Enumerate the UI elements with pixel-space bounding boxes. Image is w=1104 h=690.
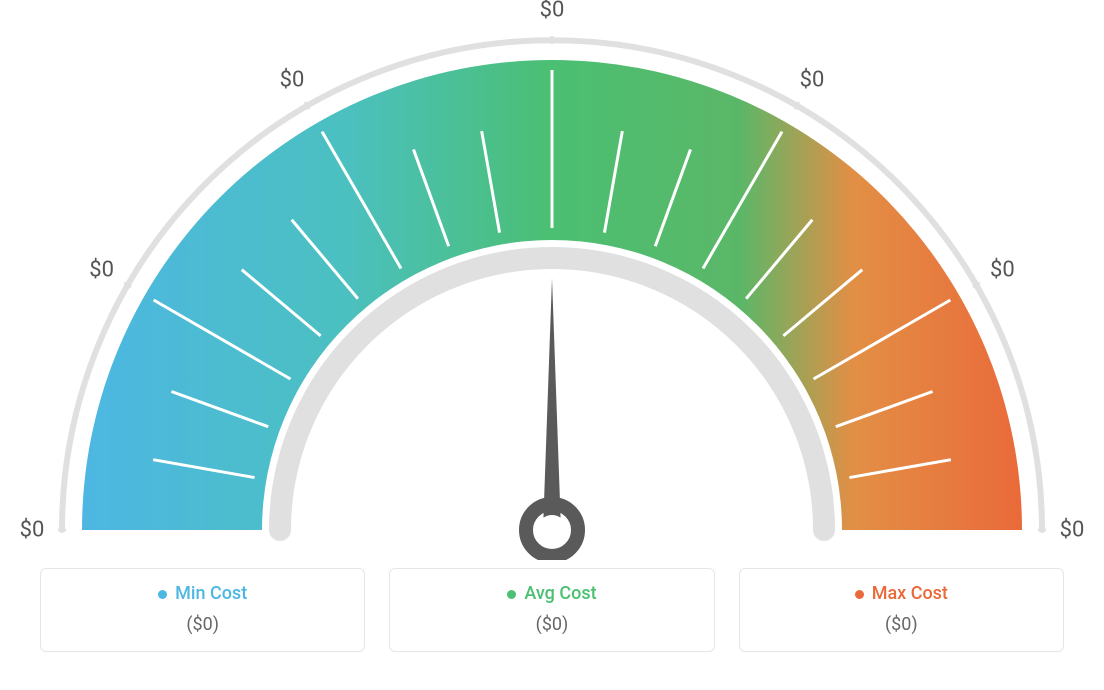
legend-dot-avg [507, 590, 516, 599]
legend-label-avg: Avg Cost [524, 583, 596, 604]
gauge-tick-label: $0 [20, 518, 45, 543]
legend-label-max: Max Cost [872, 583, 948, 604]
legend-title-avg: Avg Cost [400, 583, 703, 604]
gauge-area: $0 $0 $0 $0 $0 $0 $0 [0, 0, 1104, 560]
gauge-tick-label: $0 [89, 258, 114, 283]
gauge-tick-label: $0 [800, 67, 825, 92]
legend-dot-max [855, 590, 864, 599]
legend-dot-min [158, 590, 167, 599]
gauge-tick-label: $0 [280, 67, 305, 92]
legend-label-min: Min Cost [175, 583, 247, 604]
legend-card-min: Min Cost ($0) [40, 568, 365, 652]
legend-card-max: Max Cost ($0) [739, 568, 1064, 652]
legend-title-min: Min Cost [51, 583, 354, 604]
legend-card-avg: Avg Cost ($0) [389, 568, 714, 652]
gauge-svg [0, 0, 1104, 560]
cost-gauge-widget: $0 $0 $0 $0 $0 $0 $0 Min Cost ($0) Avg Cost ($… [0, 0, 1104, 690]
gauge-tick-label: $0 [990, 258, 1015, 283]
legend-title-max: Max Cost [750, 583, 1053, 604]
gauge-tick-label: $0 [540, 0, 565, 23]
legend-value-max: ($0) [750, 614, 1053, 635]
legend-value-min: ($0) [51, 614, 354, 635]
legend-row: Min Cost ($0) Avg Cost ($0) Max Cost ($0… [0, 568, 1104, 652]
legend-value-avg: ($0) [400, 614, 703, 635]
gauge-tick-label: $0 [1060, 518, 1085, 543]
